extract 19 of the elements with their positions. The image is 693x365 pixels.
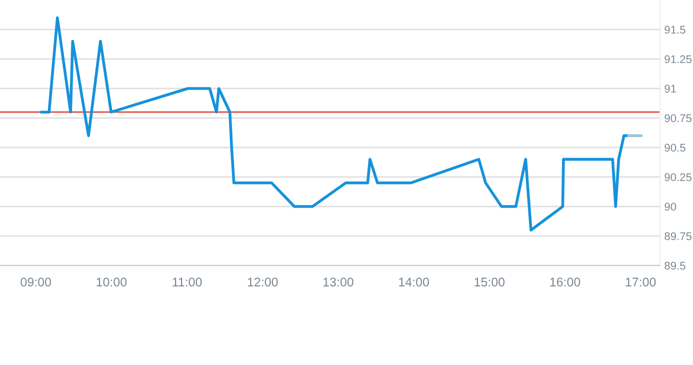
- y-tick-label: 91.25: [664, 55, 692, 64]
- x-tick-label: 11:00: [172, 278, 202, 286]
- line-series: [40, 16, 630, 232]
- x-tick-label: 10:00: [96, 278, 127, 286]
- y-tick-label: 91: [664, 84, 676, 93]
- y-tick-label: 90.25: [664, 173, 692, 182]
- x-tick-label: 14:00: [399, 278, 429, 286]
- y-tick-label: 91.5: [664, 26, 686, 34]
- x-tick-label: 13:00: [324, 278, 354, 286]
- y-tick-label: 90: [664, 202, 676, 211]
- x-tick-label: 16:00: [550, 278, 580, 286]
- x-tick-label: 09:00: [20, 278, 51, 286]
- x-tick-label: 12:00: [248, 278, 278, 286]
- y-tick-label: 89.75: [664, 232, 692, 240]
- x-tick-label: 17:00: [626, 278, 656, 286]
- y-tick-label: 90.75: [664, 114, 692, 122]
- y-tick-label: 90.5: [664, 144, 686, 152]
- y-tick-label: 89.5: [664, 262, 686, 270]
- x-tick-label: 15:00: [474, 278, 505, 286]
